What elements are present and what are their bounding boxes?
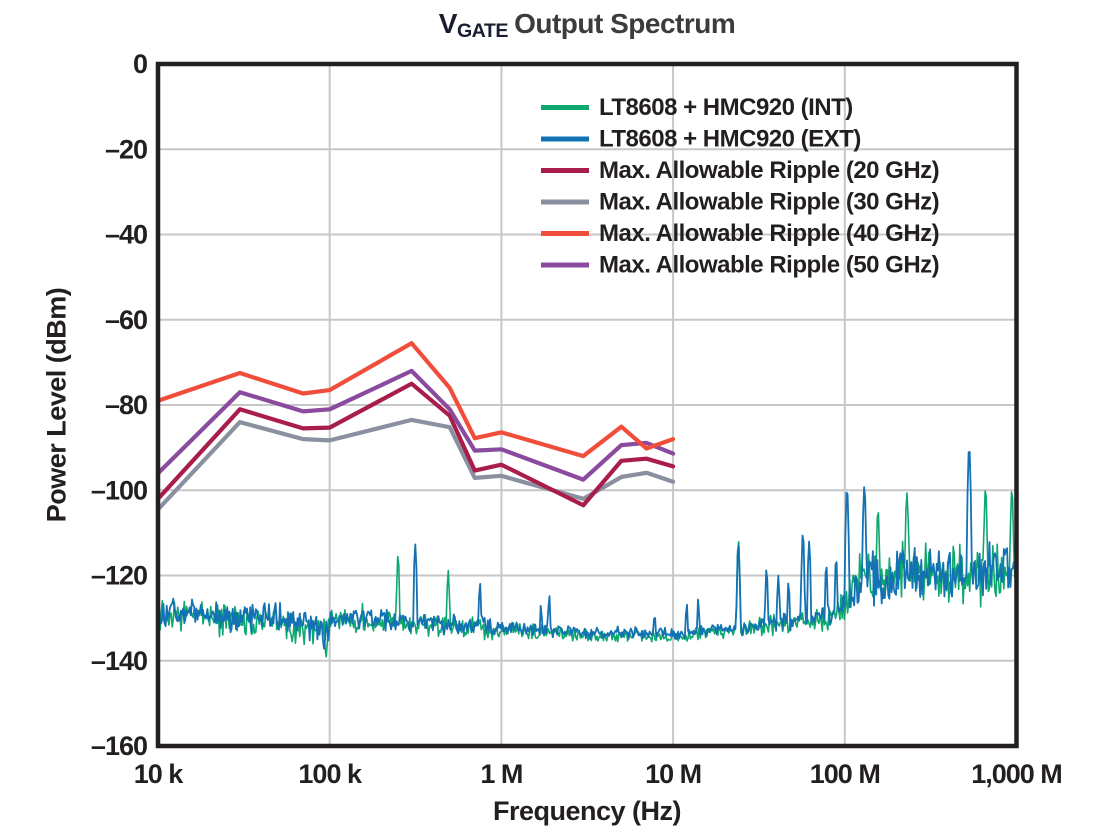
legend-label: LT8608 + HMC920 (EXT): [599, 126, 861, 153]
y-tick-label: –160: [91, 731, 147, 761]
y-tick-label: –140: [91, 646, 147, 676]
x-tick-label: 100 k: [298, 759, 363, 789]
grid-layer: [158, 64, 1017, 746]
legend-item: LT8608 + HMC920 (EXT): [541, 126, 861, 153]
legend-label: Max. Allowable Ripple (20 GHz): [599, 157, 939, 184]
ripple-line-max-allowable-ripple-50-ghz-: [155, 368, 676, 482]
x-axis-title: Frequency (Hz): [492, 796, 682, 826]
x-tick-label: 100 M: [810, 759, 880, 789]
x-tick-label: 1 M: [480, 759, 522, 789]
legend-item: LT8608 + HMC920 (INT): [541, 94, 853, 121]
legend-label: Max. Allowable Ripple (30 GHz): [599, 189, 939, 216]
title-text: Output Spectrum: [514, 8, 736, 39]
plot-border: [155, 61, 1019, 749]
noise-trace-lt8608-hmc920-ext-: [158, 451, 1016, 650]
y-tick-label: –80: [105, 390, 147, 420]
x-tick-label: 10 M: [645, 759, 701, 789]
y-tick-label: –120: [91, 561, 147, 591]
legend-item: Max. Allowable Ripple (50 GHz): [541, 252, 940, 279]
noise-traces-layer: [158, 451, 1016, 658]
x-tick-labels: 10 k 100 k 1 M 10 M 100 M 1,000 M: [134, 759, 1063, 789]
x-tick-label: 1,000 M: [971, 759, 1062, 789]
y-tick-label: –40: [105, 220, 147, 250]
ripple-line-max-allowable-ripple-40-ghz-: [155, 341, 676, 459]
chart-title: VGATE Output Spectrum: [158, 8, 1016, 42]
y-tick-label: –100: [91, 475, 147, 505]
y-tick-label: 0: [133, 49, 147, 79]
y-tick-label: –20: [105, 134, 147, 164]
legend-item: Max. Allowable Ripple (30 GHz): [541, 189, 940, 216]
legend-label: Max. Allowable Ripple (50 GHz): [599, 252, 939, 279]
title-v: V: [438, 8, 458, 39]
ripple-line-max-allowable-ripple-20-ghz-: [155, 381, 676, 508]
x-tick-label: 10 k: [134, 759, 185, 789]
legend-item: Max. Allowable Ripple (40 GHz): [541, 220, 940, 247]
legend-item: Max. Allowable Ripple (20 GHz): [541, 157, 940, 184]
title-subscript: GATE: [456, 19, 508, 42]
ripple-line-max-allowable-ripple-30-ghz-: [155, 417, 676, 512]
legend: LT8608 + HMC920 (INT) LT8608 + HMC920 (EX…: [541, 94, 940, 279]
ripple-lines-layer: [155, 341, 676, 512]
y-tick-labels: 0 –20 –40 –60 –80 –100 –120 –140 –160: [91, 49, 148, 761]
legend-label: LT8608 + HMC920 (INT): [599, 94, 853, 121]
legend-label: Max. Allowable Ripple (40 GHz): [599, 220, 939, 247]
y-tick-label: –60: [105, 305, 147, 335]
